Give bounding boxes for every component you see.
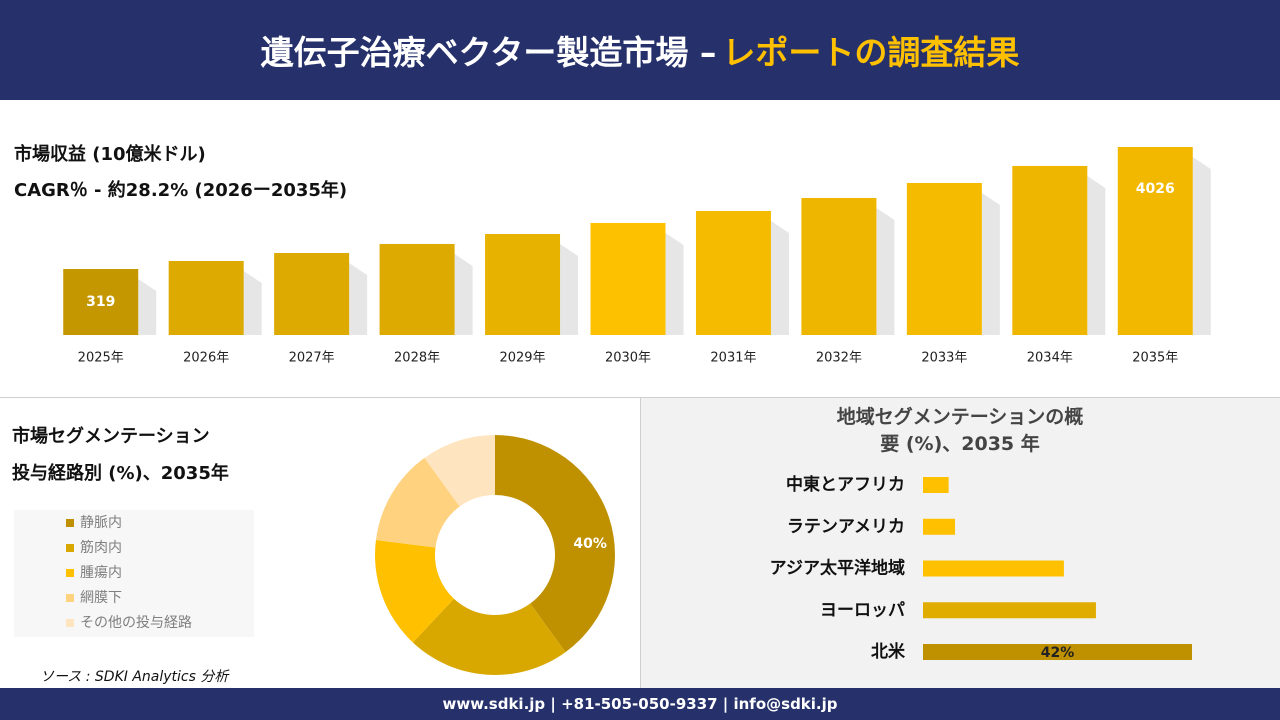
bar bbox=[923, 518, 956, 535]
footer: www.sdki.jp | +81-505-050-9337 | info@sd… bbox=[0, 688, 1280, 720]
bar-shadow bbox=[665, 232, 684, 335]
donut-segment bbox=[412, 598, 566, 676]
donut-segment bbox=[375, 457, 460, 548]
bar bbox=[923, 477, 949, 493]
y-tick-label: アジア太平洋地域 bbox=[770, 558, 905, 579]
bar bbox=[63, 269, 139, 335]
chart-title: 地域セグメンテーションの概要 (%)、2035 年 bbox=[836, 406, 1084, 455]
title-highlight: レポートの調査結果 bbox=[722, 33, 1020, 72]
bar bbox=[695, 210, 771, 335]
legend-swatch bbox=[66, 619, 74, 627]
legend-label: 筋肉内 bbox=[80, 539, 122, 556]
bar-shadow bbox=[876, 207, 895, 335]
bar bbox=[923, 602, 1096, 619]
x-tick-label: 2029年 bbox=[499, 351, 545, 366]
bar-shadow bbox=[138, 279, 157, 335]
x-tick-label: 2026年 bbox=[183, 351, 229, 366]
chart-subtitle: 投与経路別 (%)、2035年 bbox=[12, 463, 229, 484]
x-tick-label: 2028年 bbox=[394, 351, 440, 366]
y-tick-label: ヨーロッパ bbox=[820, 600, 905, 620]
bar-shadow bbox=[770, 220, 789, 335]
bar bbox=[801, 197, 877, 335]
donut-segment bbox=[495, 435, 616, 653]
legend-swatch bbox=[66, 544, 74, 552]
bar bbox=[485, 233, 561, 335]
bar bbox=[1117, 147, 1193, 335]
divider bbox=[0, 397, 1280, 398]
bar bbox=[590, 222, 666, 335]
legend-label: その他の投与経路 bbox=[80, 615, 192, 631]
legend-swatch bbox=[66, 519, 74, 527]
chart-title: 市場セグメンテーション bbox=[12, 426, 210, 447]
donut-segment bbox=[375, 539, 454, 643]
bar bbox=[274, 252, 350, 335]
bar bbox=[379, 243, 455, 335]
bar bbox=[923, 560, 1064, 577]
chart-subtitle: CAGR％ - 約28.2% (2026ー2035年) bbox=[14, 180, 348, 201]
legend-swatch bbox=[66, 569, 74, 577]
y-tick-label: 北米 bbox=[871, 641, 906, 662]
bar-shadow bbox=[560, 243, 579, 335]
data-label: 4026 bbox=[1136, 181, 1175, 197]
divider bbox=[640, 398, 641, 688]
y-tick-label: 中東とアフリカ bbox=[786, 474, 905, 495]
y-tick-label: ラテンアメリカ bbox=[787, 517, 905, 537]
bar bbox=[923, 644, 1192, 660]
legend-swatch bbox=[66, 594, 74, 602]
panel bbox=[641, 398, 1280, 688]
bar bbox=[1012, 165, 1088, 335]
charts: 2025年 319 2026年 2027年 2028年 2029年 2030年 2031年 20… bbox=[63, 147, 1211, 676]
x-tick-label: 2035年 bbox=[1132, 351, 1178, 366]
bar-shadow bbox=[243, 270, 262, 335]
source: ソース : SDKI Analytics 分析 bbox=[40, 669, 229, 685]
x-tick-label: 2025年 bbox=[78, 351, 124, 366]
bar bbox=[168, 260, 244, 335]
donut-segment bbox=[424, 435, 495, 507]
x-tick-label: 2027年 bbox=[289, 351, 335, 366]
data-label: 42% bbox=[1041, 645, 1075, 661]
data-label: 40% bbox=[573, 536, 607, 552]
title-main: 遺伝子治療ベクター製造市場 – bbox=[260, 33, 717, 72]
x-tick-label: 2033年 bbox=[921, 351, 967, 366]
legend bbox=[14, 510, 254, 637]
header: 遺伝子治療ベクター製造市場 – レポートの調査結果 bbox=[0, 0, 1280, 100]
legend-label: 網膜下 bbox=[80, 590, 122, 606]
x-tick-label: 2031年 bbox=[710, 351, 756, 366]
chart-title: 市場収益 (10億米ドル) bbox=[14, 144, 206, 165]
x-tick-label: 2030年 bbox=[605, 351, 651, 366]
bar-shadow bbox=[454, 253, 473, 335]
bar-shadow bbox=[1087, 175, 1106, 335]
bar-shadow bbox=[349, 262, 368, 335]
bar-shadow bbox=[981, 192, 1000, 335]
x-tick-label: 2034年 bbox=[1027, 351, 1073, 366]
bar bbox=[906, 182, 982, 335]
data-label: 319 bbox=[86, 294, 115, 310]
legend-label: 腫瘍内 bbox=[80, 564, 122, 581]
bar-shadow bbox=[1192, 157, 1211, 335]
legend-label: 静脈内 bbox=[80, 515, 122, 531]
x-tick-label: 2032年 bbox=[816, 351, 862, 366]
